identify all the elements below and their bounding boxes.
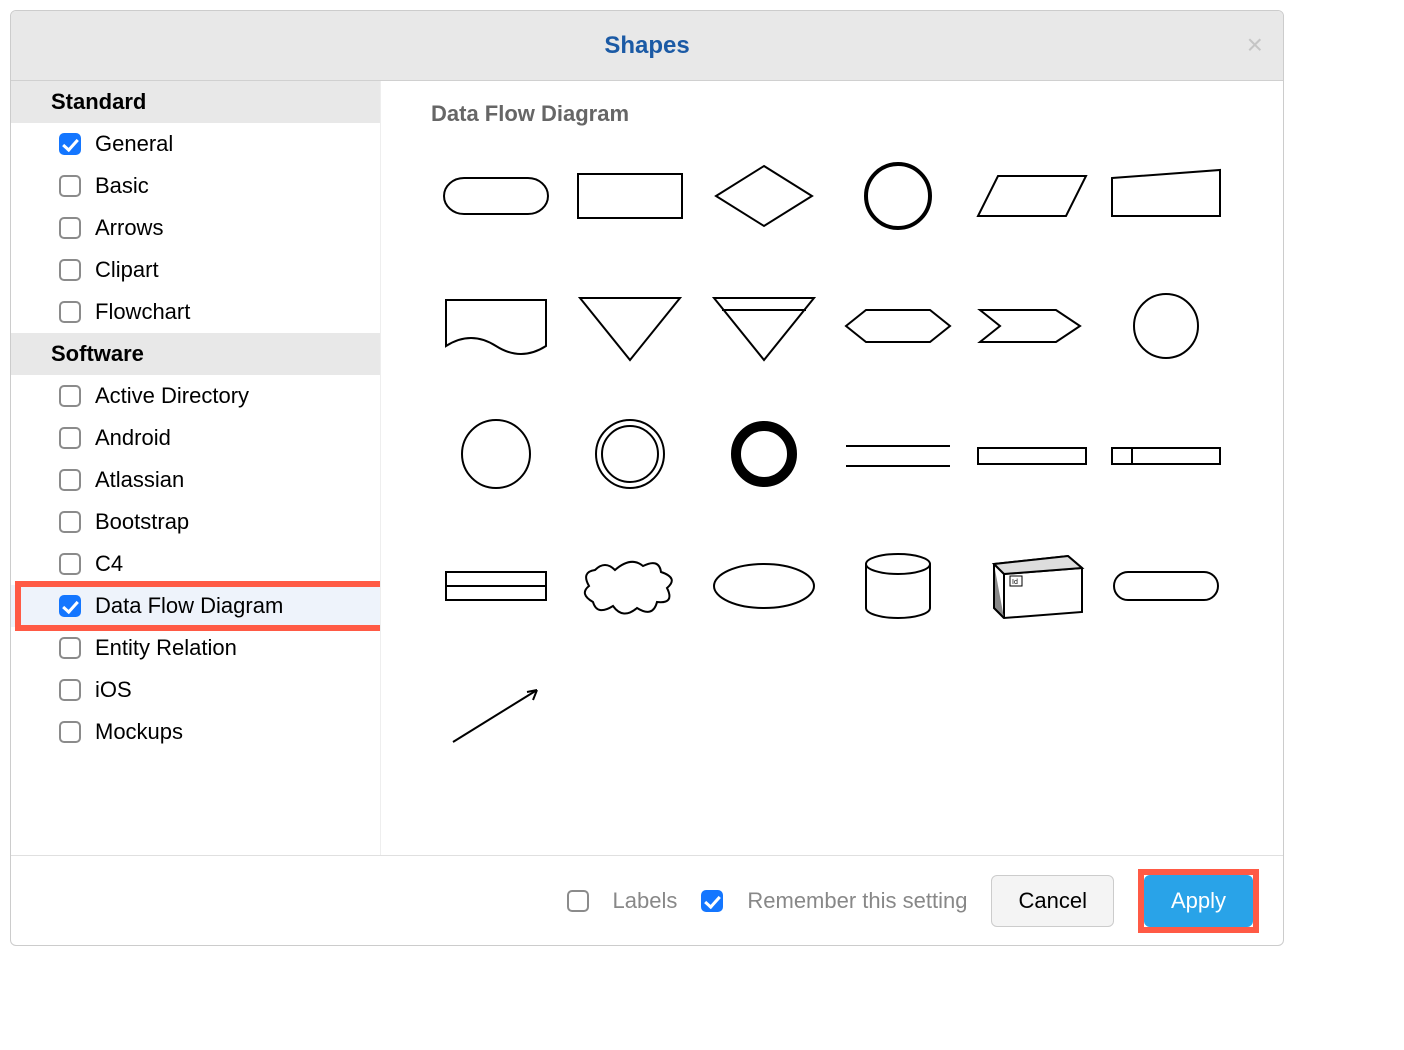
close-icon[interactable]: × <box>1247 31 1263 59</box>
category-label: Basic <box>95 173 149 199</box>
category-label: Flowchart <box>95 299 190 325</box>
shape-double-circle[interactable] <box>565 411 695 501</box>
shape-rounded-rect[interactable] <box>431 151 561 241</box>
shape-ring-bold[interactable] <box>699 411 829 501</box>
category-item[interactable]: Basic <box>11 165 380 207</box>
shape-cloud[interactable] <box>565 541 695 631</box>
svg-text:Id: Id <box>1012 579 1018 586</box>
category-item[interactable]: iOS <box>11 669 380 711</box>
shape-rect-split[interactable] <box>431 541 561 631</box>
category-checkbox[interactable] <box>59 469 81 491</box>
labels-text: Labels <box>613 888 678 914</box>
preview-title: Data Flow Diagram <box>431 101 1233 127</box>
shape-stadium[interactable] <box>1101 541 1231 631</box>
category-item[interactable]: Bootstrap <box>11 501 380 543</box>
labels-option[interactable]: Labels <box>567 888 678 914</box>
shape-trapezoid[interactable] <box>1101 151 1231 241</box>
category-checkbox[interactable] <box>59 133 81 155</box>
apply-button-highlight: Apply <box>1138 869 1259 933</box>
dialog-body: Standard General Basic Arrows Clipart Flowcha… <box>11 81 1283 855</box>
category-item[interactable]: Entity Relation <box>11 627 380 669</box>
shape-arrow[interactable] <box>431 671 561 761</box>
shape-preview-pane: Data Flow Diagram Id <box>381 81 1283 855</box>
category-label: Atlassian <box>95 467 184 493</box>
category-checkbox[interactable] <box>59 175 81 197</box>
category-item[interactable]: Data Flow Diagram <box>11 585 380 627</box>
category-item[interactable]: C4 <box>11 543 380 585</box>
cancel-button[interactable]: Cancel <box>991 875 1113 927</box>
apply-button-label: Apply <box>1171 888 1226 914</box>
category-checkbox[interactable] <box>59 721 81 743</box>
shape-triangle-down[interactable] <box>565 281 695 371</box>
category-item[interactable]: Clipart <box>11 249 380 291</box>
shape-parallelogram[interactable] <box>967 151 1097 241</box>
category-checkbox[interactable] <box>59 385 81 407</box>
category-header: Standard <box>11 81 380 123</box>
category-item[interactable]: Mockups <box>11 711 380 753</box>
dialog-footer: Labels Remember this setting Cancel Appl… <box>11 855 1283 945</box>
category-label: Android <box>95 425 171 451</box>
labels-checkbox[interactable] <box>567 890 589 912</box>
category-label: Data Flow Diagram <box>95 593 283 619</box>
category-item[interactable]: Flowchart <box>11 291 380 333</box>
category-item[interactable]: Atlassian <box>11 459 380 501</box>
shape-hexagon[interactable] <box>833 281 963 371</box>
shape-triangle-down-bar[interactable] <box>699 281 829 371</box>
category-label: iOS <box>95 677 132 703</box>
shape-long-rect[interactable] <box>967 411 1097 501</box>
shape-cube3d[interactable]: Id <box>967 541 1097 631</box>
category-label: General <box>95 131 173 157</box>
category-checkbox[interactable] <box>59 511 81 533</box>
category-checkbox[interactable] <box>59 679 81 701</box>
category-checkbox[interactable] <box>59 217 81 239</box>
shape-circle-bold[interactable] <box>833 151 963 241</box>
category-checkbox[interactable] <box>59 637 81 659</box>
category-item[interactable]: Arrows <box>11 207 380 249</box>
category-checkbox[interactable] <box>59 553 81 575</box>
shape-ellipse[interactable] <box>699 541 829 631</box>
shape-circle[interactable] <box>1101 281 1231 371</box>
category-checkbox[interactable] <box>59 259 81 281</box>
shape-hexagon-notch[interactable] <box>967 281 1097 371</box>
shape-rect[interactable] <box>565 151 695 241</box>
apply-button[interactable]: Apply <box>1144 875 1253 927</box>
shape-rect-tab[interactable] <box>1101 411 1231 501</box>
remember-text: Remember this setting <box>747 888 967 914</box>
dialog-titlebar: Shapes × <box>11 11 1283 81</box>
category-item[interactable]: Android <box>11 417 380 459</box>
category-label: Clipart <box>95 257 159 283</box>
category-item[interactable]: General <box>11 123 380 165</box>
shapes-dialog: Shapes × Standard General Basic Arrows Clipa… <box>10 10 1284 946</box>
shape-diamond[interactable] <box>699 151 829 241</box>
category-checkbox[interactable] <box>59 427 81 449</box>
category-label: Bootstrap <box>95 509 189 535</box>
category-label: Entity Relation <box>95 635 237 661</box>
shape-two-lines[interactable] <box>833 411 963 501</box>
shape-grid: Id <box>431 151 1233 761</box>
category-header: Software <box>11 333 380 375</box>
category-label: Arrows <box>95 215 163 241</box>
shape-cylinder[interactable] <box>833 541 963 631</box>
shape-document[interactable] <box>431 281 561 371</box>
category-checkbox[interactable] <box>59 595 81 617</box>
category-item[interactable]: Active Directory <box>11 375 380 417</box>
category-label: Active Directory <box>95 383 249 409</box>
category-label: C4 <box>95 551 123 577</box>
remember-checkbox[interactable] <box>701 890 723 912</box>
category-label: Mockups <box>95 719 183 745</box>
remember-option[interactable]: Remember this setting <box>701 888 967 914</box>
dialog-title: Shapes <box>604 32 689 60</box>
category-checkbox[interactable] <box>59 301 81 323</box>
shape-circle-thin[interactable] <box>431 411 561 501</box>
cancel-button-label: Cancel <box>1018 888 1086 914</box>
category-sidebar[interactable]: Standard General Basic Arrows Clipart Flowcha… <box>11 81 381 855</box>
